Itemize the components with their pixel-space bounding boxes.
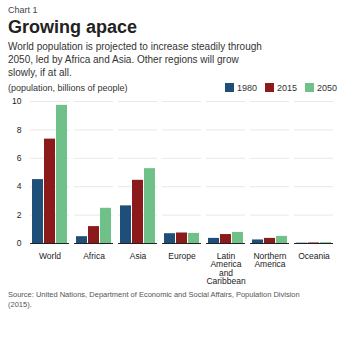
svg-text:NorthernAmerica: NorthernAmerica [253, 251, 286, 270]
html-text:Source: United Nations, Depart: Source: United Nations, Department of Ec… [8, 290, 300, 309]
svg-text:Asia: Asia [130, 251, 147, 261]
html-text:2015: 2015 [276, 83, 297, 94]
svg-text:10: 10 [12, 97, 22, 107]
html-text:1980: 1980 [236, 83, 257, 94]
svg-text:4: 4 [17, 182, 22, 192]
html-text:Chart 1: Chart 1 [8, 5, 38, 15]
svg-text:LatinAmericaandCaribbean: LatinAmericaandCaribbean [206, 251, 245, 287]
svg-text:8: 8 [17, 125, 22, 135]
svg-text:2: 2 [17, 210, 22, 220]
svg-text:Africa: Africa [83, 251, 105, 261]
html-text:2050: 2050 [317, 83, 337, 94]
svg-text:Europe: Europe [168, 251, 196, 261]
svg-text:World: World [39, 251, 61, 261]
html-text:(population, billions of peopl: (population, billions of people) [8, 83, 128, 94]
svg-text:0: 0 [17, 239, 22, 249]
svg-text:6: 6 [17, 153, 22, 163]
html-text:Growing apace: Growing apace [8, 16, 137, 37]
html-text:World population is projected: World population is projected to increas… [8, 41, 262, 79]
svg-text:Oceania: Oceania [298, 251, 330, 261]
